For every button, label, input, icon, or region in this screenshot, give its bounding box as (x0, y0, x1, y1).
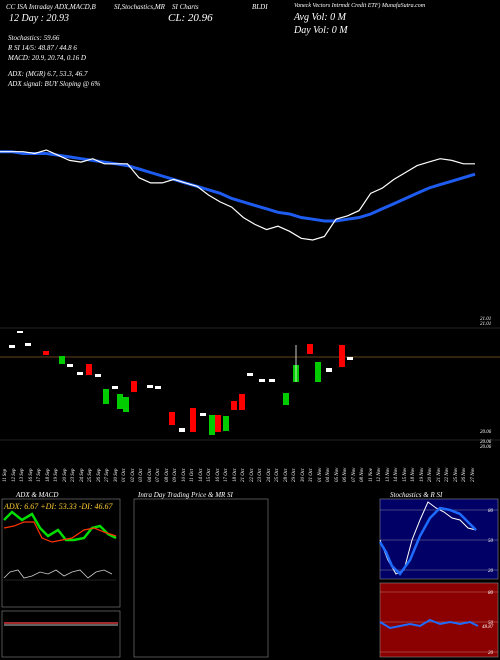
rsi-tick-label: 20 (488, 651, 494, 656)
candle-32 (326, 368, 332, 372)
rsi-tick-label: 80 (488, 591, 494, 596)
candle-5 (67, 364, 73, 367)
candle-17 (179, 428, 185, 432)
adx-panel-frame (1, 498, 121, 608)
header-title-mid2: SI Charts (172, 3, 199, 11)
price-axis-top-a: 21.01 (480, 317, 492, 322)
candle-26 (259, 379, 265, 382)
day-label: 12 Day : 20.93 (9, 13, 69, 24)
candle-4 (59, 356, 65, 364)
candle-3 (43, 351, 49, 355)
candle-34 (347, 357, 353, 360)
moving-average-line (0, 150, 476, 223)
stoch-panel-title: Stochastics & R SI (390, 491, 443, 499)
day-volume: Day Vol: 0 M (294, 25, 348, 36)
candle-18 (190, 408, 196, 432)
candle-15 (155, 386, 161, 389)
rsi-panel-frame (379, 582, 499, 658)
candle-22 (223, 416, 229, 431)
price-line-chart (0, 149, 476, 241)
candle-33 (339, 345, 345, 367)
candle-23 (231, 401, 237, 410)
candle-28 (283, 393, 289, 405)
intraday-panel-frame (133, 498, 269, 658)
candle-21 (215, 415, 221, 432)
stochastics-value: Stochastics: 59.66 (8, 34, 60, 42)
price-axis-low-c: 20.06 (480, 445, 492, 450)
intraday-panel-title: Intra Day Trading Price & MR SI (138, 491, 233, 499)
candle-24 (239, 394, 245, 410)
header-ticker: BLDI (252, 3, 268, 11)
header-title-left: CC ISA Intraday ADX,MACD,B (6, 3, 96, 11)
candle-19 (200, 413, 206, 416)
stochastics-panel-frame (379, 498, 499, 580)
macd-panel-frame (1, 610, 121, 658)
candle-27 (269, 379, 275, 382)
macd-value: MACD: 20.9, 20.74, 0.16 D (8, 54, 86, 62)
stoch-tick-label: 50 (488, 539, 494, 544)
candle-11 (117, 394, 123, 409)
plus-di-line (3, 510, 117, 542)
candle-6 (77, 372, 83, 375)
adx-panel-title: ADX & MACD (16, 491, 59, 499)
price-series-line (0, 149, 475, 241)
candle-14 (147, 385, 153, 388)
price-axis-low-a: 20.06 (480, 430, 492, 435)
header-title-right: Vaneck Vectors Intrmdt Credit ETF) Munaf… (294, 3, 426, 9)
candle-2 (25, 343, 31, 346)
candle-30 (307, 344, 313, 354)
minus-di-line (3, 521, 117, 543)
candle-25 (247, 373, 253, 376)
candle-9 (103, 389, 109, 404)
candle-10 (112, 386, 118, 389)
candle-31 (315, 362, 321, 382)
adx-value: ADX: (MGR) 6.7, 53.3, 46.7 (8, 70, 88, 78)
candle-8 (95, 374, 101, 377)
adx-line (3, 569, 113, 579)
candle-0 (9, 345, 15, 348)
header-title-mid: SI,Stochastics,MR (114, 3, 165, 11)
stoch-d-line (378, 506, 477, 576)
adx-panel-values: ADX: 6.67 +DI: 53.33 -DI: 46.67 (4, 502, 113, 511)
candle-7 (86, 364, 92, 375)
candle-20 (209, 415, 215, 435)
stoch-tick-label: 80 (488, 509, 494, 514)
stoch-k-line (379, 501, 477, 575)
rsi-value-label: 48.87 (482, 625, 494, 630)
stoch-tick-label: 20 (488, 569, 494, 574)
avg-volume: Avg Vol: 0 M (294, 12, 346, 23)
rsi-value: R SI 14/5: 48.87 / 44.8 6 (8, 44, 77, 52)
candle-12 (123, 397, 129, 412)
rsi-line (379, 618, 479, 630)
candle-1 (17, 331, 23, 333)
price-axis-top-b: 21.01 (480, 322, 492, 327)
candle-16 (169, 412, 175, 425)
price-axis-low-b: 20.06 (480, 440, 492, 445)
close-label: CL: 20.96 (168, 12, 213, 24)
candle-13 (131, 381, 137, 392)
candlestick-chart (0, 327, 500, 441)
rsi-tick-label: 50 (488, 621, 494, 626)
adx-signal: ADX signal: BUY Sloping @ 6% (8, 80, 101, 88)
